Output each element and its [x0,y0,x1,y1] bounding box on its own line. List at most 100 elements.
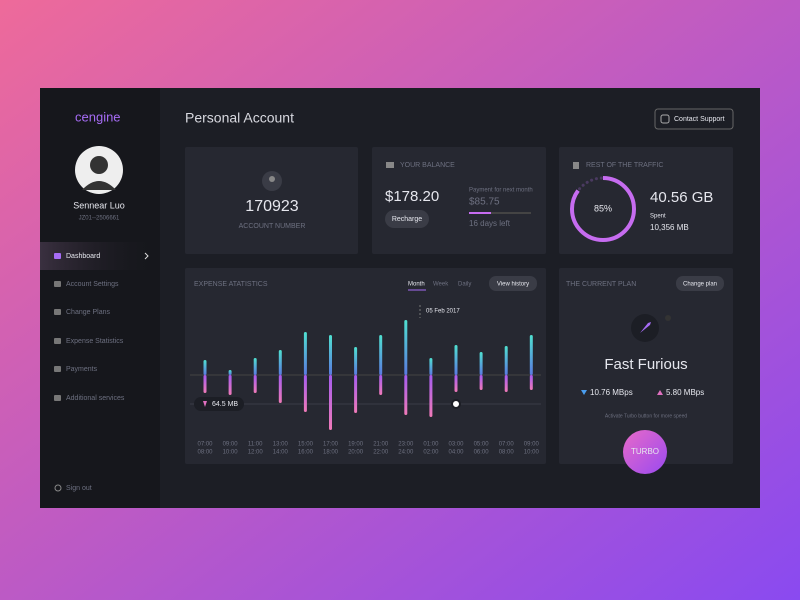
download-bar [228,375,232,395]
traffic-card [559,147,733,254]
time-to: 16:00 [298,450,314,456]
download-bar [504,375,508,392]
account-card [185,147,358,254]
account-number: 170923 [245,198,298,215]
page-title: Personal Account [185,110,294,126]
upload-bar [504,346,508,375]
menu-icon [54,253,61,259]
days-left: 16 days left [469,219,511,228]
plan-hint: Activate Turbo button for more speed [605,413,687,419]
balance-title: YOUR BALANCE [400,162,455,169]
time-to: 18:00 [323,450,339,456]
rocket-icon [640,322,651,333]
time-from: 23:00 [398,442,414,448]
upload-speed: 5.80 MBps [666,388,704,397]
upload-bar [454,345,458,375]
time-from: 03:00 [448,442,464,448]
traffic-title: REST OF THE TRAFFIC [586,162,663,169]
next-payment-label: Payment for next month [469,188,533,194]
time-from: 07:00 [197,442,213,448]
download-speed: 10.76 MBps [590,388,633,397]
time-to: 14:00 [273,450,289,456]
upload-bar [253,358,257,375]
upload-bar [329,335,332,375]
upload-bar [404,320,408,375]
upload-bar [303,332,307,375]
time-from: 09:00 [524,442,540,448]
time-to: 10:00 [524,450,540,456]
time-from: 15:00 [298,442,314,448]
menu-icon [54,395,61,401]
time-to: 22:00 [373,450,389,456]
time-from: 19:00 [348,442,364,448]
contact-icon [660,114,670,124]
menu-item[interactable]: Additional services [66,395,125,402]
menu-item[interactable]: Expense Statistics [66,338,124,345]
download-bar [354,375,358,413]
marker-icon [203,401,207,407]
user-id: JZ01--2506661 [79,216,120,222]
turbo-label: TURBO [631,447,659,456]
tab[interactable]: Month [408,282,425,288]
menu-item[interactable]: Dashboard [66,253,100,260]
tab[interactable]: Week [433,282,449,288]
menu: Dashboard Account Settings Change Plans Exp… [40,242,160,402]
menu-icon [54,338,61,344]
payment-track [469,212,531,214]
menu-chevron [144,252,149,260]
marker-value: 64.5 MB [212,401,238,408]
payment-progress [469,212,491,214]
sign-out[interactable]: Sign out [66,485,92,492]
expense-title: EXPENSE ATATISTICS [194,281,268,288]
marker-dot[interactable] [451,399,461,409]
ring-progress [570,176,636,242]
time-to: 20:00 [348,450,364,456]
avatar-head [90,156,108,174]
change-plan-button[interactable] [676,276,724,291]
time-from: 13:00 [273,442,289,448]
upload-bar [429,358,433,375]
upload-bar [529,335,533,375]
time-from: 05:00 [474,442,490,448]
download-bar [329,375,332,430]
time-from: 07:00 [499,442,515,448]
recharge-label: Recharge [392,216,422,223]
deco-dot [665,315,671,321]
upload-bar [203,360,207,375]
menu-item[interactable]: Change Plans [66,309,110,316]
time-to: 04:00 [448,450,464,456]
upload-bar [379,335,383,375]
menu-item[interactable]: Payments [66,366,98,373]
spent-value: 10,356 MB [650,223,689,232]
upload-icon [657,390,663,395]
time-to: 08:00 [197,450,213,456]
download-bar [278,375,282,403]
time-from: 11:00 [248,442,263,448]
plan-name: Fast Furious [604,356,687,373]
download-bar [379,375,383,395]
download-bar [529,375,533,390]
user-name: Sennear Luo [73,200,125,210]
time-from: 21:00 [373,442,389,448]
time-from: 17:00 [323,442,339,448]
time-from: 01:00 [423,442,439,448]
download-bar [253,375,257,393]
traffic-icon [573,162,579,169]
traffic-remaining: 40.56 GB [650,189,713,206]
tab[interactable]: Daily [458,282,471,288]
menu-item[interactable]: Account Settings [66,281,119,288]
expense-card [185,268,546,464]
download-bar [404,375,408,415]
history-button[interactable] [489,276,537,291]
change-plan-label: Change plan [683,282,717,288]
sign-out-icon [54,484,62,492]
account-label: ACCOUNT NUMBER [239,223,306,230]
account-icon-head [269,176,275,182]
time-to: 12:00 [248,450,264,456]
contact-button[interactable] [654,108,734,130]
history-label: View history [497,282,529,288]
download-bar [303,375,307,412]
traffic-percent: 85% [594,203,612,213]
turbo-button[interactable] [623,430,667,474]
recharge-button[interactable] [385,210,429,228]
